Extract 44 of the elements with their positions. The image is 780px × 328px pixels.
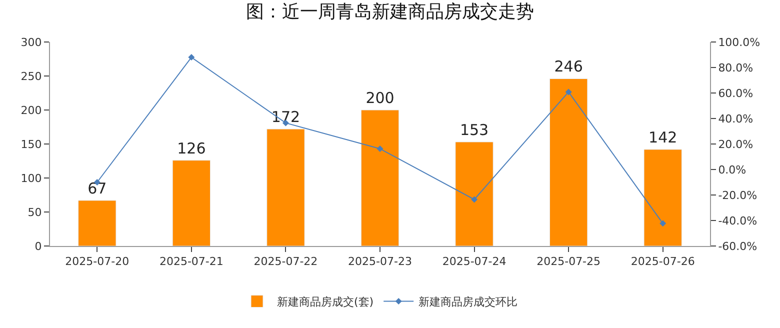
x-tick-label: 2025-07-26: [630, 255, 695, 268]
y-tick-label: 250: [20, 70, 42, 83]
y-tick-label: 150: [20, 138, 42, 151]
bar: [644, 149, 682, 246]
bar: [360, 110, 400, 246]
chart-title: 图：近一周青岛新建商品房成交走势: [246, 2, 534, 23]
x-tick-label: 2025-07-22: [254, 255, 318, 268]
data-label: 246: [554, 58, 583, 76]
y-tick-label: 300: [20, 36, 42, 49]
x-tick-label: 2025-07-24: [442, 255, 506, 268]
y-tick-label: 50: [28, 206, 42, 219]
bar: [549, 78, 588, 246]
y-tick-label: 0: [34, 240, 42, 253]
point: [188, 54, 195, 61]
bar: [172, 160, 211, 246]
y-tick-label: 100: [20, 172, 42, 185]
y2-tick-label: 40.0%: [718, 112, 754, 126]
y2-tick-label: -40.0%: [718, 214, 758, 228]
data-label: 126: [177, 139, 206, 158]
y2-tick-label: 60.0%: [718, 86, 754, 100]
point: [376, 145, 384, 152]
data-label: 153: [460, 120, 489, 139]
y2-tick-label: -20.0%: [718, 188, 758, 202]
y-tick-label: 200: [20, 104, 42, 117]
data-label: 142: [648, 128, 678, 146]
x-tick-label: 2025-07-20: [65, 255, 130, 268]
y2-tick-label: 0.0%: [718, 163, 746, 176]
point: [471, 196, 478, 203]
y2-tick-label: -60.0%: [718, 240, 758, 253]
bar: [266, 128, 305, 246]
y2-tick-label: 100.0%: [718, 36, 760, 49]
legend-label: 新建商品房成交(套): [277, 296, 374, 309]
point: [660, 220, 666, 227]
data-label: 200: [366, 89, 394, 107]
data-label: 67: [88, 179, 107, 198]
bar: [455, 142, 494, 246]
y2-tick-label: 80.0%: [718, 61, 754, 74]
legend-label: 新建商品房成交环比: [418, 296, 518, 309]
x-tick-label: 2025-07-21: [159, 255, 224, 268]
y2-tick-label: 20.0%: [718, 138, 754, 151]
x-tick-label: 2025-07-23: [348, 255, 412, 268]
bar: [78, 200, 116, 246]
x-tick-label: 2025-07-25: [536, 255, 601, 268]
point: [565, 88, 572, 96]
